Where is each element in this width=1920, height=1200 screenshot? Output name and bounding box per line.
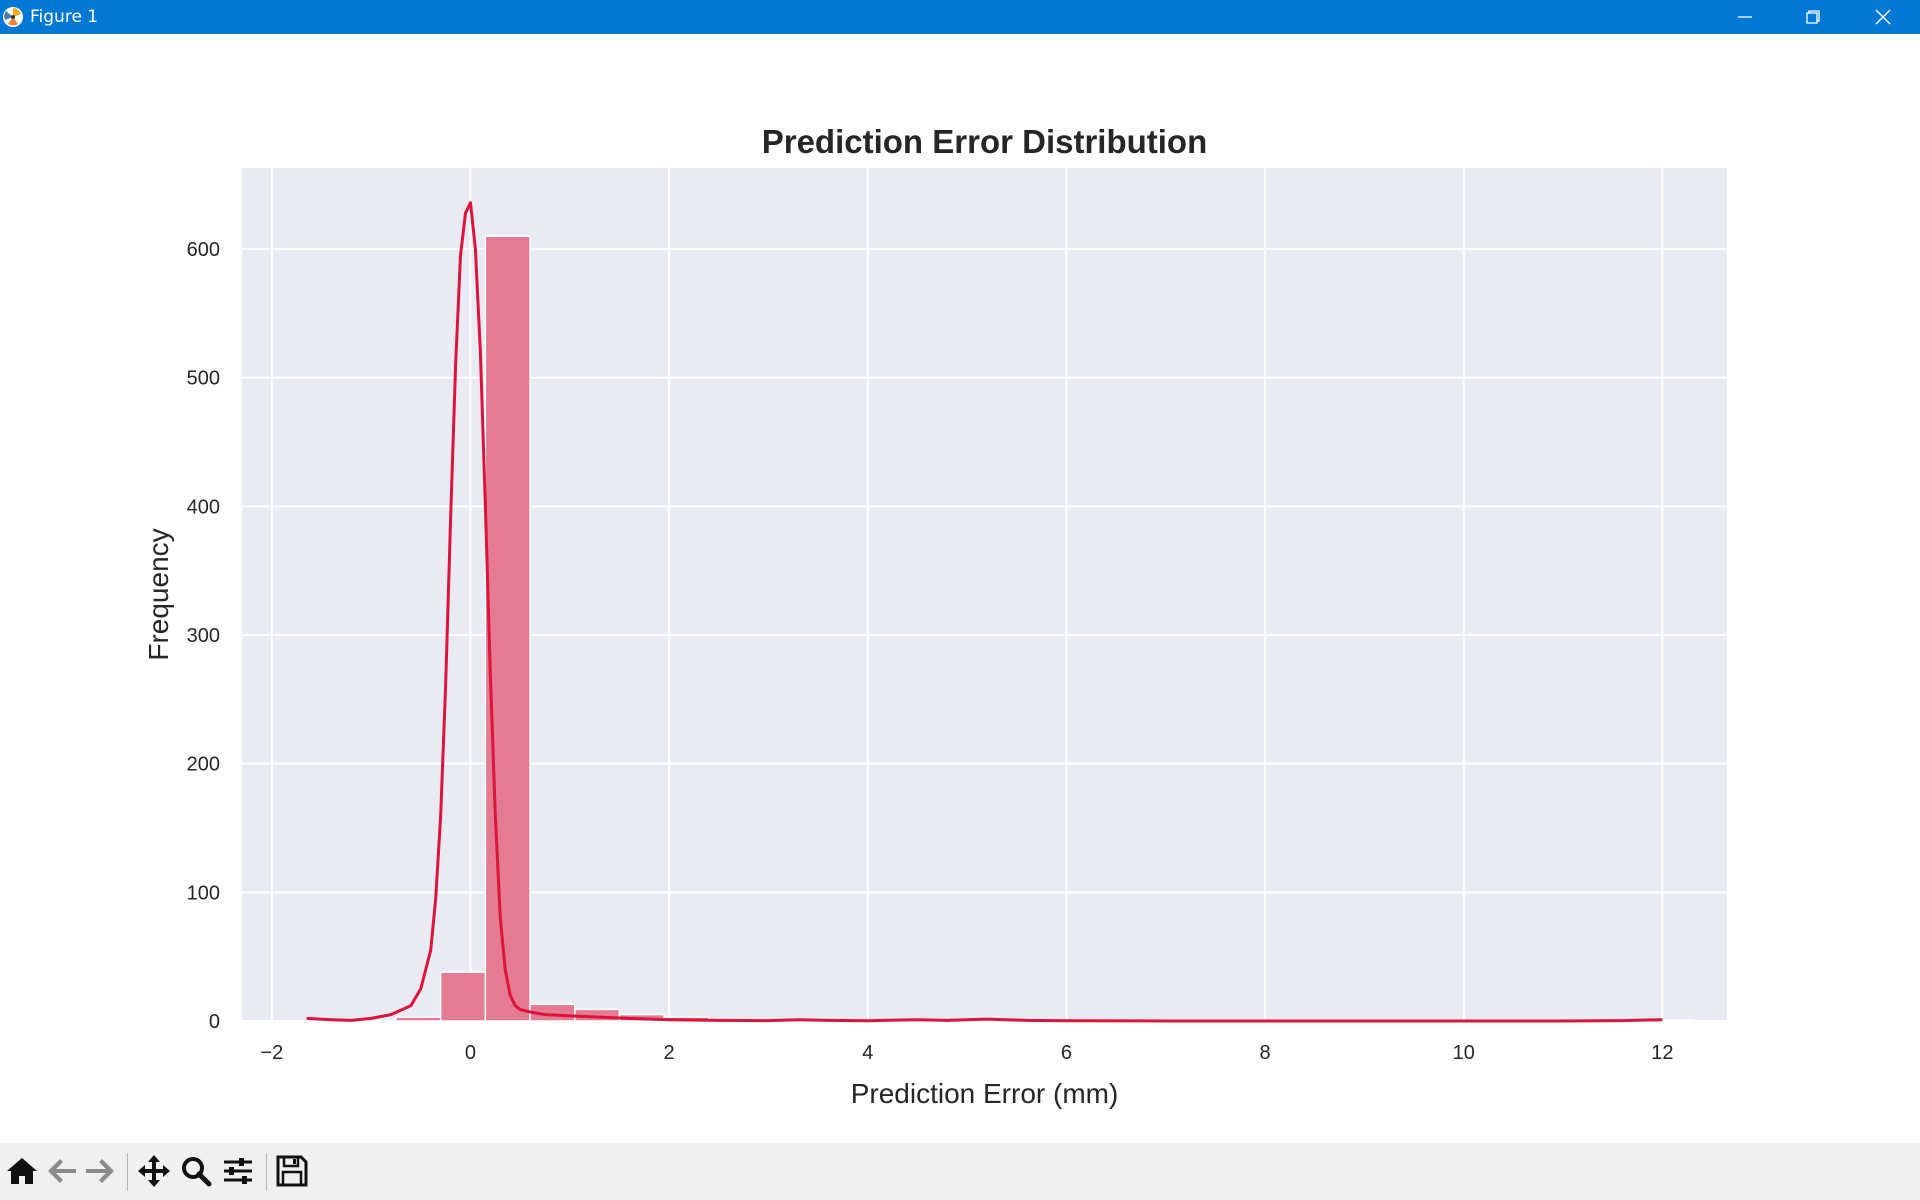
restore-button[interactable]	[1778, 0, 1848, 34]
close-icon	[1875, 9, 1891, 25]
chart-title: Prediction Error Distribution	[762, 123, 1208, 160]
back-arrow-icon	[48, 1159, 76, 1183]
forward-arrow-icon	[86, 1159, 114, 1183]
x-tick-label: 10	[1453, 1042, 1475, 1064]
toolbar-separator	[266, 1153, 267, 1191]
y-tick-label: 500	[187, 368, 220, 390]
pan-icon	[138, 1155, 170, 1187]
y-tick-label: 300	[187, 625, 220, 647]
home-button[interactable]	[4, 1153, 40, 1189]
x-axis-label: Prediction Error (mm)	[851, 1078, 1119, 1109]
chart: −2 0 2 4 6 8 10 12 0 100 200 300 400 500 600 Predicti…	[143, 123, 1727, 1109]
configure-subplots-button[interactable]	[220, 1153, 256, 1189]
x-tick-label: 6	[1061, 1042, 1072, 1064]
save-button[interactable]	[274, 1153, 310, 1189]
x-tick-label: 2	[664, 1042, 675, 1064]
toolbar-separator	[127, 1153, 128, 1191]
y-tick-label: 400	[187, 496, 220, 518]
histogram-bar	[395, 1016, 442, 1022]
y-tick-label: 0	[209, 1011, 220, 1033]
figure-canvas[interactable]: −2 0 2 4 6 8 10 12 0 100 200 300 400 500 600 Predicti…	[0, 34, 1920, 1143]
y-tick-label: 100	[187, 882, 220, 904]
navigation-toolbar	[0, 1143, 1920, 1200]
pan-button[interactable]	[136, 1153, 172, 1189]
title-bar: Figure 1	[0, 0, 1920, 34]
y-tick-label: 600	[187, 239, 220, 261]
x-tick-label: 0	[465, 1042, 476, 1064]
zoom-button[interactable]	[178, 1153, 214, 1189]
zoom-icon	[182, 1157, 212, 1187]
save-icon	[276, 1155, 308, 1187]
x-tick-label: −2	[260, 1042, 283, 1064]
x-tick-label: 8	[1260, 1042, 1271, 1064]
back-button[interactable]	[44, 1153, 80, 1189]
forward-button[interactable]	[82, 1153, 118, 1189]
x-tick-label: 12	[1651, 1042, 1673, 1064]
histogram-bar	[439, 971, 487, 1022]
kde-line	[306, 201, 1663, 1023]
restore-icon	[1806, 10, 1820, 24]
configure-subplots-icon	[224, 1158, 252, 1184]
y-tick-label: 200	[187, 754, 220, 776]
matplotlib-app-icon	[3, 7, 23, 27]
x-tick-label: 4	[862, 1042, 873, 1064]
close-button[interactable]	[1848, 0, 1918, 34]
window-title: Figure 1	[30, 7, 99, 27]
y-tick-labels: 0 100 200 300 400 500 600	[187, 239, 220, 1033]
minimize-icon	[1738, 16, 1752, 18]
home-icon	[7, 1158, 37, 1184]
x-tick-labels: −2 0 2 4 6 8 10 12	[260, 1042, 1673, 1064]
y-axis-label: Frequency	[143, 528, 174, 660]
histogram-bar	[484, 235, 531, 1022]
minimize-button[interactable]	[1710, 0, 1780, 34]
